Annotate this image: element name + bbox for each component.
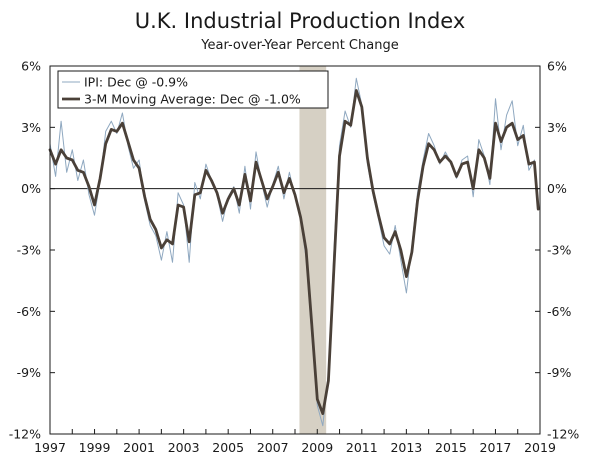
series-line-moving-average <box>48 89 540 415</box>
legend: IPI: Dec @ -0.9% 3-M Moving Average: Dec… <box>57 70 329 109</box>
x-tick-label: 2003 <box>168 440 200 455</box>
x-tick-label: 2007 <box>257 440 289 455</box>
y-tick-label-right: 0% <box>547 181 567 196</box>
y-tick-label-left: 3% <box>21 120 41 135</box>
y-tick-label-right: 6% <box>547 59 567 74</box>
y-tick-label-left: -9% <box>17 365 41 380</box>
y-tick-label-right: 3% <box>547 120 567 135</box>
y-tick-label-right: -12% <box>547 427 579 442</box>
legend-label-ipi: IPI: Dec @ -0.9% <box>84 75 188 90</box>
x-tick-label: 2005 <box>212 440 244 455</box>
x-tick-label: 2015 <box>435 440 467 455</box>
y-tick-label-right: -3% <box>547 243 571 258</box>
y-tick-label-left: -6% <box>17 304 41 319</box>
y-tick-label-left: 6% <box>21 59 41 74</box>
y-tick-label-right: -6% <box>547 304 571 319</box>
x-tick-label: 2013 <box>390 440 422 455</box>
x-tick-label: 2019 <box>524 440 556 455</box>
legend-label-moving-average: 3-M Moving Average: Dec @ -1.0% <box>84 92 301 107</box>
chart-subtitle: Year-over-Year Percent Change <box>200 38 398 53</box>
y-tick-label-left: -3% <box>17 243 41 258</box>
y-tick-label-left: 0% <box>21 181 41 196</box>
recession-band <box>299 66 327 434</box>
legend-box <box>57 70 329 109</box>
y-tick-label-right: -9% <box>547 365 571 380</box>
x-tick-label: 2009 <box>301 440 333 455</box>
x-tick-label: 2001 <box>123 440 155 455</box>
x-tick-label: 1999 <box>79 440 111 455</box>
y-tick-label-left: -12% <box>9 427 41 442</box>
chart-title: U.K. Industrial Production Index <box>135 9 466 33</box>
x-tick-label: 1997 <box>34 440 66 455</box>
x-tick-label: 2011 <box>346 440 378 455</box>
x-tick-label: 2017 <box>480 440 512 455</box>
